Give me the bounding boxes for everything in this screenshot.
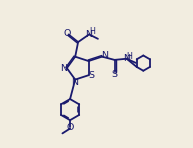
Text: S: S: [112, 70, 118, 79]
Text: H: H: [127, 52, 133, 61]
Text: N: N: [101, 52, 108, 60]
Text: H: H: [89, 27, 95, 36]
Text: O: O: [66, 123, 74, 132]
Text: O: O: [63, 29, 70, 38]
Text: N: N: [123, 54, 130, 63]
Text: S: S: [88, 71, 94, 80]
Text: N: N: [85, 30, 92, 39]
Text: N: N: [60, 64, 67, 73]
Text: N: N: [71, 78, 78, 87]
